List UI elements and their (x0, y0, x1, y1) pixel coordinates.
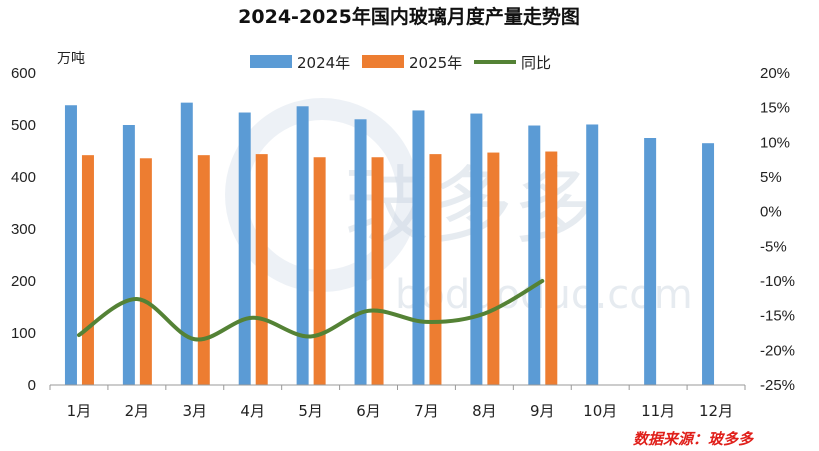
x-tick-label: 8月 (472, 402, 497, 420)
y-axis-right: 20% 15% 10% 5% 0% -5% -10% -15% -20% -25% (760, 65, 795, 394)
y2-tick-label: 0% (760, 204, 782, 221)
y2-tick-label: -25% (760, 377, 795, 394)
bar-2025年-3月 (197, 155, 210, 385)
y2-tick-label: 15% (760, 100, 790, 117)
y-axis-left: 0 100 200 300 400 500 600 (11, 65, 36, 394)
source-note: 数据来源：玻多多 (633, 430, 754, 448)
chart-title: 2024-2025年国内玻璃月度产量走势图 (238, 5, 580, 28)
y-tick-label: 500 (11, 117, 36, 134)
x-tick-label: 5月 (298, 402, 323, 420)
x-tick-label: 2月 (125, 402, 150, 420)
bar-2024年-8月 (470, 113, 483, 385)
bar-2024年-3月 (180, 102, 193, 385)
y-tick-label: 0 (28, 377, 36, 394)
bar-2025年-2月 (139, 158, 152, 385)
y2-tick-label: 5% (760, 169, 782, 186)
x-tick-label: 3月 (183, 402, 208, 420)
x-tick-label: 6月 (356, 402, 381, 420)
y2-tick-label: -5% (760, 238, 787, 255)
bar-2024年-5月 (296, 106, 309, 385)
bar-2025年-4月 (255, 154, 268, 385)
watermark-subtext: boduoduo.com (395, 272, 693, 318)
bar-2025年-7月 (429, 154, 442, 385)
bar-2024年-6月 (354, 119, 367, 385)
bar-2024年-1月 (64, 105, 77, 386)
y-tick-label: 200 (11, 273, 36, 290)
legend-swatch-2024 (250, 55, 292, 68)
legend: 2024年 2025年 同比 (250, 54, 551, 72)
bar-2025年-9月 (545, 151, 558, 385)
bar-2024年-4月 (238, 112, 251, 386)
x-axis: 1月 2月 3月 4月 5月 6月 7月 8月 9月 10月 11月 12月 (49, 385, 746, 420)
y-axis-unit: 万吨 (57, 51, 85, 67)
yoy-point (193, 337, 197, 341)
bar-2024年-2月 (122, 125, 135, 385)
x-tick-label: 10月 (583, 402, 617, 420)
y2-tick-label: 10% (760, 134, 790, 151)
yoy-point (540, 279, 544, 283)
yoy-point (424, 320, 428, 324)
yoy-line-series (76, 279, 545, 342)
legend-label-2025: 2025年 (409, 54, 462, 72)
legend-label-2024: 2024年 (297, 54, 350, 72)
legend-swatch-2025 (362, 55, 404, 68)
y2-tick-label: -15% (760, 308, 795, 325)
yoy-point (309, 334, 313, 338)
y2-tick-label: -10% (760, 273, 795, 290)
x-tick-label: 11月 (641, 402, 675, 420)
bar-2025年-1月 (81, 155, 94, 385)
y-tick-label: 400 (11, 169, 36, 186)
y2-tick-label: -20% (760, 342, 795, 359)
y-tick-label: 300 (11, 221, 36, 238)
x-tick-label: 4月 (240, 402, 265, 420)
yoy-point (367, 309, 371, 313)
yoy-point (251, 316, 255, 320)
bar-2025年-6月 (371, 157, 384, 385)
x-tick-label: 1月 (67, 402, 92, 420)
y2-tick-label: 20% (760, 65, 790, 82)
bar-2024年-10月 (586, 124, 599, 385)
yoy-point (77, 333, 81, 337)
bar-2024年-12月 (702, 143, 715, 385)
yoy-point (135, 297, 139, 301)
y-tick-label: 600 (11, 65, 36, 82)
x-tick-label: 7月 (414, 402, 439, 420)
bar-2024年-7月 (412, 110, 425, 385)
bar-2025年-8月 (487, 152, 500, 385)
x-tick-label: 9月 (530, 402, 555, 420)
x-tick-label: 12月 (699, 402, 733, 420)
bar-series (64, 102, 715, 386)
y-tick-label: 100 (11, 325, 36, 342)
bar-2025年-5月 (313, 157, 326, 385)
legend-label-yoy: 同比 (521, 54, 551, 72)
yoy-point (482, 312, 486, 316)
bar-2024年-11月 (644, 138, 657, 385)
bar-2024年-9月 (528, 125, 541, 386)
